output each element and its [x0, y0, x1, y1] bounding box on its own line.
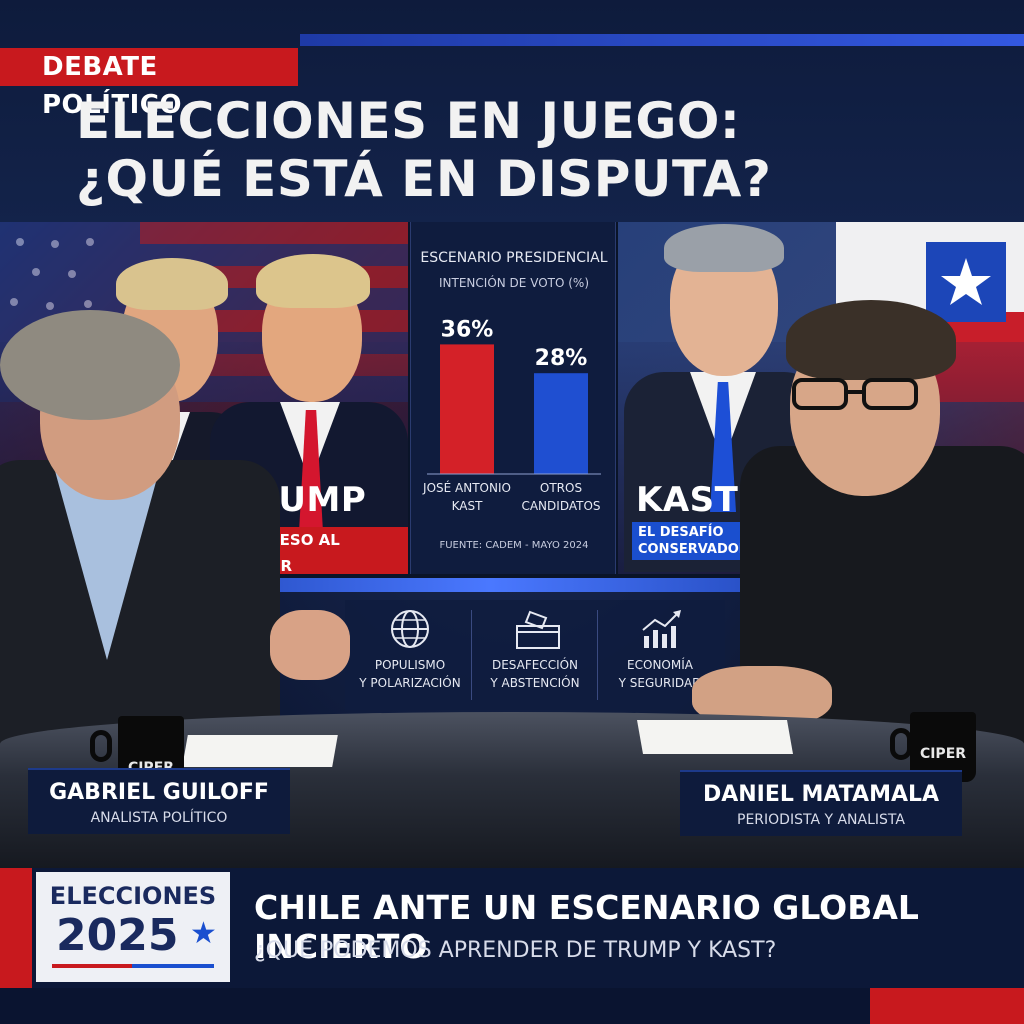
bottom-red-block — [870, 988, 1024, 1024]
guest-right-name: DANIEL MATAMALA — [702, 782, 940, 807]
kast-label-line-1: EL DESAFÍO — [638, 525, 724, 540]
chart-category-label: JOSÉ ANTONIO — [422, 480, 511, 495]
chart-category-label: OTROS — [540, 481, 582, 495]
bottom-strip — [0, 988, 1024, 1024]
guest-left-name: GABRIEL GUILOFF — [49, 780, 269, 805]
topic-economy: ECONOMÍA Y SEGURIDAD — [599, 600, 721, 710]
topic-populism: POPULISMO Y POLARIZACIÓN — [349, 600, 471, 710]
topic-populism-line-1: POPULISMO — [374, 658, 446, 672]
topic-economy-line-2: Y SEGURIDAD — [618, 676, 702, 690]
kast-name: KAST — [636, 480, 739, 520]
headline-line-1: ELECCIONES EN JUEGO: — [76, 92, 741, 150]
chart-category-label: CANDIDATOS — [521, 499, 600, 513]
paper-left — [182, 735, 338, 767]
chart-subtitle: INTENCIÓN DE VOTO (%) — [439, 276, 589, 290]
logo-blue-line — [132, 964, 214, 968]
chart-category-label: KAST — [452, 499, 483, 513]
mug-right-handle — [890, 728, 912, 760]
elections-logo: ELECCIONES 2025 ★ — [36, 872, 230, 982]
header-stripe — [300, 34, 1024, 46]
poll-chart: ESCENARIO PRESIDENCIAL INTENCIÓN DE VOTO… — [410, 222, 616, 574]
topic-abstention-line-1: DESAFECCIÓN — [491, 658, 579, 672]
glasses-icon — [792, 378, 918, 410]
ballot-box-icon — [516, 610, 560, 649]
chart-value-label: 28% — [535, 346, 588, 371]
guest-left-nameplate: GABRIEL GUILOFF ANALISTA POLÍTICO — [28, 768, 290, 834]
chart-value-label: 36% — [441, 317, 494, 342]
guest-right-nameplate: DANIEL MATAMALA PERIODISTA Y ANALISTA — [680, 770, 962, 836]
chart-bar — [440, 344, 494, 474]
topics-bar: POPULISMO Y POLARIZACIÓN DESAFECCIÓN Y A… — [345, 600, 725, 710]
headline: ELECCIONES EN JUEGO: ¿QUÉ ESTÁ EN DISPUT… — [76, 92, 976, 208]
logo-title: ELECCIONES — [49, 882, 217, 910]
headline-line-2: ¿QUÉ ESTÁ EN DISPUTA? — [76, 150, 772, 208]
chart-bar — [534, 373, 588, 474]
guest-left-role: ANALISTA POLÍTICO — [90, 810, 228, 826]
logo-year: 2025 — [56, 910, 179, 961]
paper-right — [637, 720, 793, 754]
guest-right-role: PERIODISTA Y ANALISTA — [737, 812, 905, 828]
mug-left-handle — [90, 730, 112, 762]
star-icon: ★ — [190, 916, 217, 951]
lower-third-accent — [0, 868, 32, 988]
topic-populism-line-2: Y POLARIZACIÓN — [359, 676, 461, 690]
topic-divider — [471, 610, 472, 700]
video-wall-base — [240, 578, 740, 592]
chart-source: FUENTE: CADEM - MAYO 2024 — [439, 540, 589, 551]
mug-right-brand: CIPER — [919, 746, 967, 762]
kast-label: EL DESAFÍO CONSERVADOR — [632, 522, 755, 560]
topic-abstention: DESAFECCIÓN Y ABSTENCIÓN — [474, 600, 596, 710]
globe-icon — [391, 610, 429, 648]
chart-title: ESCENARIO PRESIDENCIAL — [420, 250, 608, 266]
lower-third-title: CHILE ANTE UN ESCENARIO GLOBAL INCIERTO — [254, 888, 919, 966]
lower-third-subtitle: ¿QUÉ PODEMOS APRENDER DE TRUMP Y KAST? — [254, 938, 777, 963]
bar-chart: 36% JOSÉ ANTONIO KAST 28% OTROS CANDIDATOS — [422, 317, 601, 513]
program-tag: DEBATE POLÍTICO — [0, 48, 298, 120]
growth-chart-icon — [642, 610, 681, 648]
logo-red-line — [52, 964, 132, 968]
topic-divider — [597, 610, 598, 700]
kast-label-line-2: CONSERVADOR — [638, 542, 749, 557]
guest-left-hand — [270, 610, 350, 680]
topic-abstention-line-2: Y ABSTENCIÓN — [490, 676, 580, 690]
topic-economy-line-1: ECONOMÍA — [627, 658, 693, 672]
